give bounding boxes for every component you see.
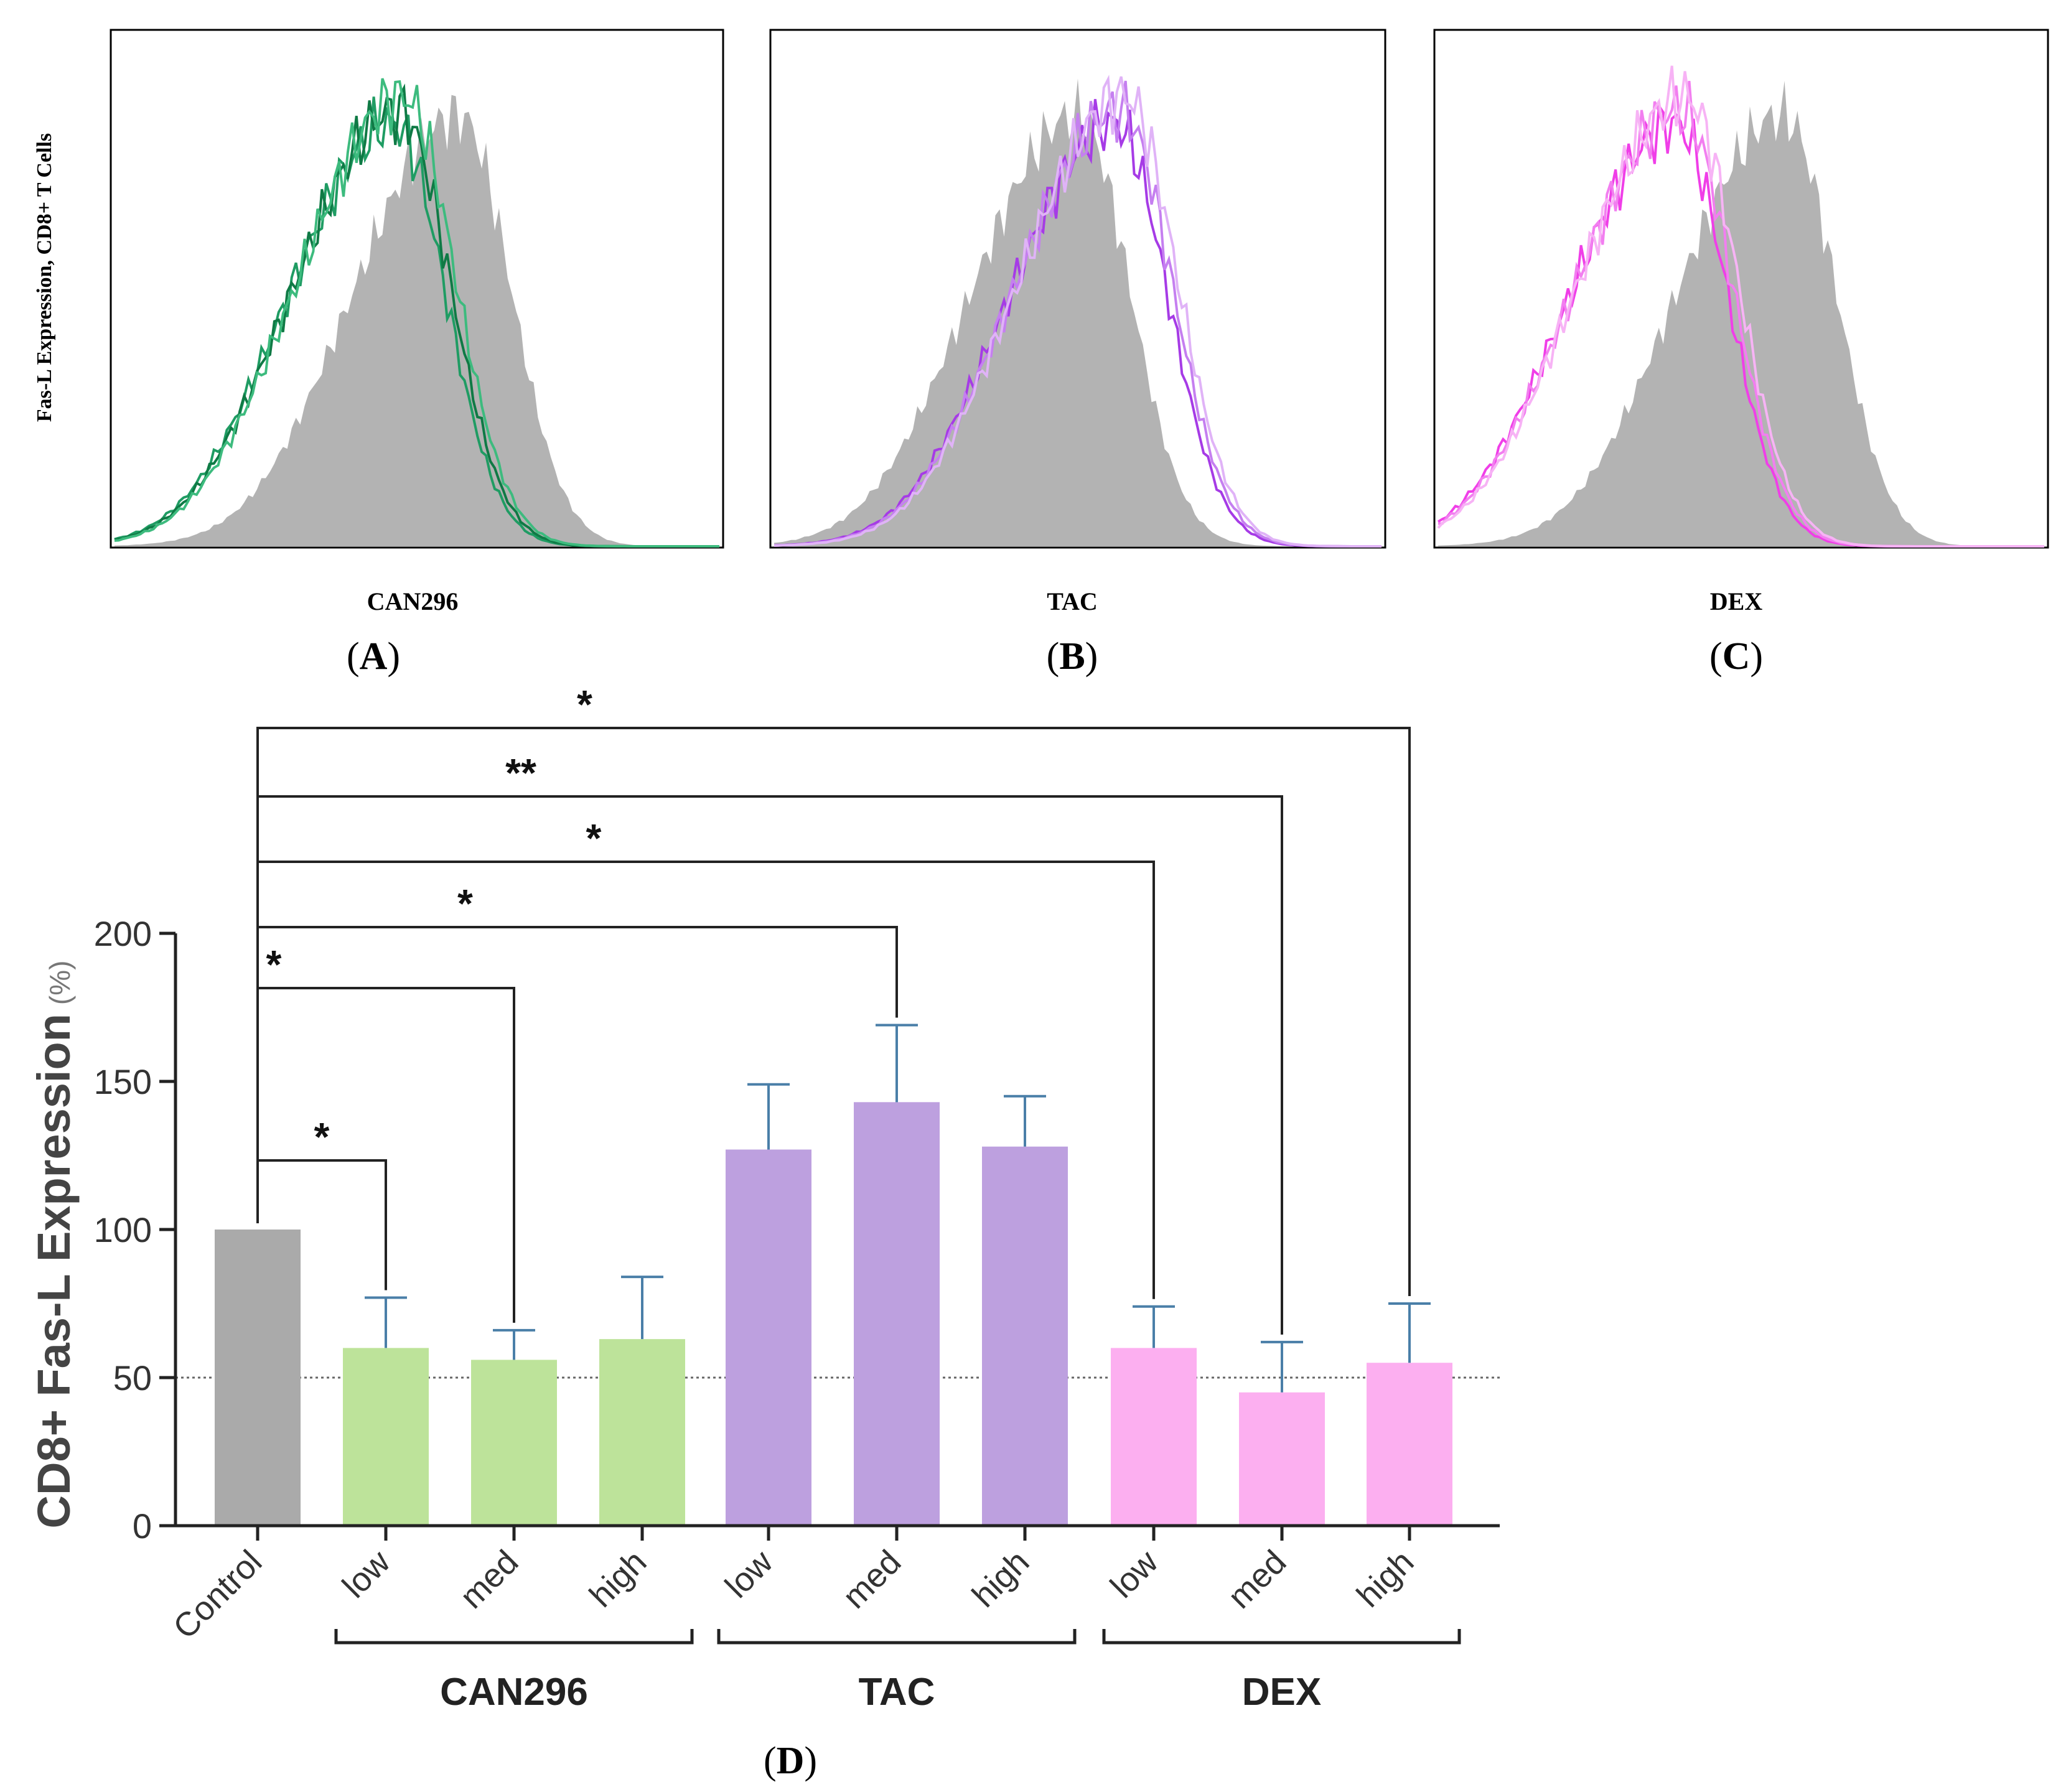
panel-b-xlabel: TAC	[1047, 587, 1097, 615]
y-tick-label: 150	[94, 1062, 152, 1101]
treatment-histogram-line	[774, 80, 1381, 548]
bar	[726, 1149, 811, 1526]
group-bracket	[717, 1629, 1077, 1645]
bar	[1367, 1363, 1452, 1526]
panel-a: CAN296 (A) Fas-L Expression, CD8+ T Cell…	[33, 29, 724, 678]
significance-label: *	[266, 942, 282, 987]
treatment-histogram-line	[114, 78, 719, 548]
y-axis-title: CD8+ Fas-L Expression(%)	[28, 961, 80, 1529]
x-tick-label: low	[335, 1542, 398, 1605]
control-histogram	[1438, 80, 2044, 546]
group-bracket	[1102, 1629, 1461, 1645]
group-bracket	[334, 1629, 694, 1645]
x-tick-label: low	[718, 1542, 780, 1605]
bar-chart: CD8+ Fas-L Expression(%) 0 50 100 150 200 Con…	[28, 682, 1500, 1782]
panel-d-caption: (D)	[764, 1740, 817, 1782]
panel-a-ylabel: Fas-L Expression, CD8+ T Cells	[33, 133, 56, 422]
significance-label: *	[577, 682, 592, 727]
panel-b: TAC (B)	[769, 29, 1386, 678]
bar	[982, 1146, 1068, 1526]
treatment-histogram-line	[774, 75, 1381, 548]
bar	[471, 1360, 557, 1526]
significance-label: *	[457, 881, 473, 926]
panel-a-xlabel: CAN296	[367, 587, 459, 615]
panel-c-histograms	[1437, 65, 2044, 548]
x-tick-label: med	[1221, 1543, 1294, 1616]
x-tick-label: low	[1103, 1542, 1166, 1605]
y-tick-label: 50	[113, 1358, 152, 1398]
x-tick-label: med	[453, 1543, 526, 1616]
significance-bracket	[256, 727, 1411, 1296]
panel-a-caption: (A)	[347, 635, 400, 678]
panel-b-histograms	[774, 75, 1381, 548]
group-label: CAN296	[440, 1671, 588, 1714]
y-tick-label: 200	[94, 914, 152, 953]
panel-c-xlabel: DEX	[1710, 587, 1763, 615]
x-tick-label: Control	[166, 1543, 269, 1646]
bar	[343, 1348, 429, 1526]
treatment-histogram-line	[1437, 65, 2044, 548]
panel-c-frame	[1433, 29, 2049, 549]
bar	[854, 1102, 940, 1526]
x-tick-label: high	[1350, 1543, 1421, 1615]
y-tick-label: 100	[94, 1210, 152, 1249]
panel-c: DEX (C)	[1433, 29, 2049, 678]
x-tick-label: med	[836, 1543, 909, 1616]
panel-b-frame	[769, 29, 1386, 549]
x-tick-label: high	[965, 1543, 1037, 1615]
panel-a-frame	[110, 29, 724, 549]
bar	[1111, 1348, 1197, 1526]
panel-a-histograms	[114, 78, 719, 548]
control-histogram	[774, 78, 1381, 547]
x-tick-label: high	[582, 1543, 654, 1615]
significance-label: *	[314, 1114, 330, 1159]
control-histogram	[115, 95, 719, 547]
bar	[1239, 1392, 1325, 1526]
group-label: TAC	[859, 1671, 935, 1714]
significance-label: **	[505, 750, 536, 795]
bar	[599, 1339, 685, 1526]
panel-c-caption: (C)	[1709, 635, 1763, 678]
group-label: DEX	[1242, 1671, 1321, 1714]
bar	[215, 1230, 301, 1526]
significance-label: *	[586, 816, 602, 861]
panel-b-caption: (B)	[1047, 635, 1098, 678]
y-tick-label: 0	[133, 1506, 152, 1546]
